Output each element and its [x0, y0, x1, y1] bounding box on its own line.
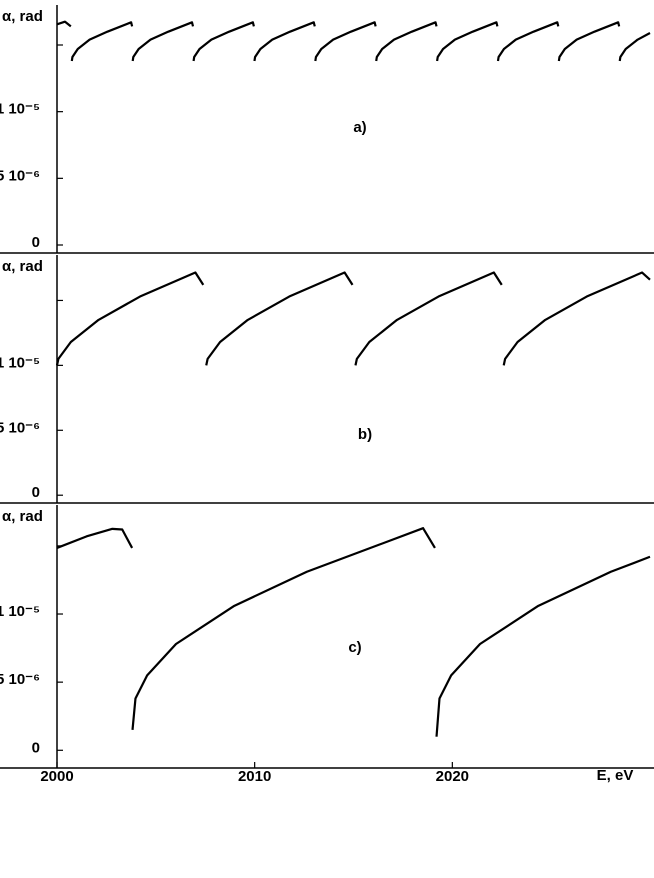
y-tick-label: 5 10⁻⁶ [0, 671, 40, 688]
y-tick-label: 0 [32, 484, 40, 501]
panel-label: a) [353, 119, 366, 136]
y-tick-label: 1 10⁻⁵ [0, 101, 40, 118]
y-tick-label: 0 [32, 234, 40, 251]
y-tick-label: 5 10⁻⁶ [0, 167, 40, 184]
y-tick-label: 5 10⁻⁶ [0, 419, 40, 436]
x-tick-label: 2020 [436, 768, 469, 785]
panel-label: c) [348, 639, 361, 656]
x-tick-label: 2010 [238, 768, 271, 785]
data-line [56, 527, 651, 737]
panel-label: b) [358, 426, 372, 443]
y-tick-label: 1 10⁻⁵ [0, 603, 40, 620]
y-axis-label: α, rad [2, 8, 43, 25]
x-axis-label: E, eV [597, 767, 634, 784]
y-tick-label: 0 [32, 739, 40, 756]
y-axis-label: α, rad [2, 258, 43, 275]
y-tick-label: 1 10⁻⁵ [0, 354, 40, 371]
y-axis-label: α, rad [2, 508, 43, 525]
x-tick-label: 2000 [40, 768, 73, 785]
data-line [55, 271, 651, 366]
data-line [56, 20, 651, 62]
